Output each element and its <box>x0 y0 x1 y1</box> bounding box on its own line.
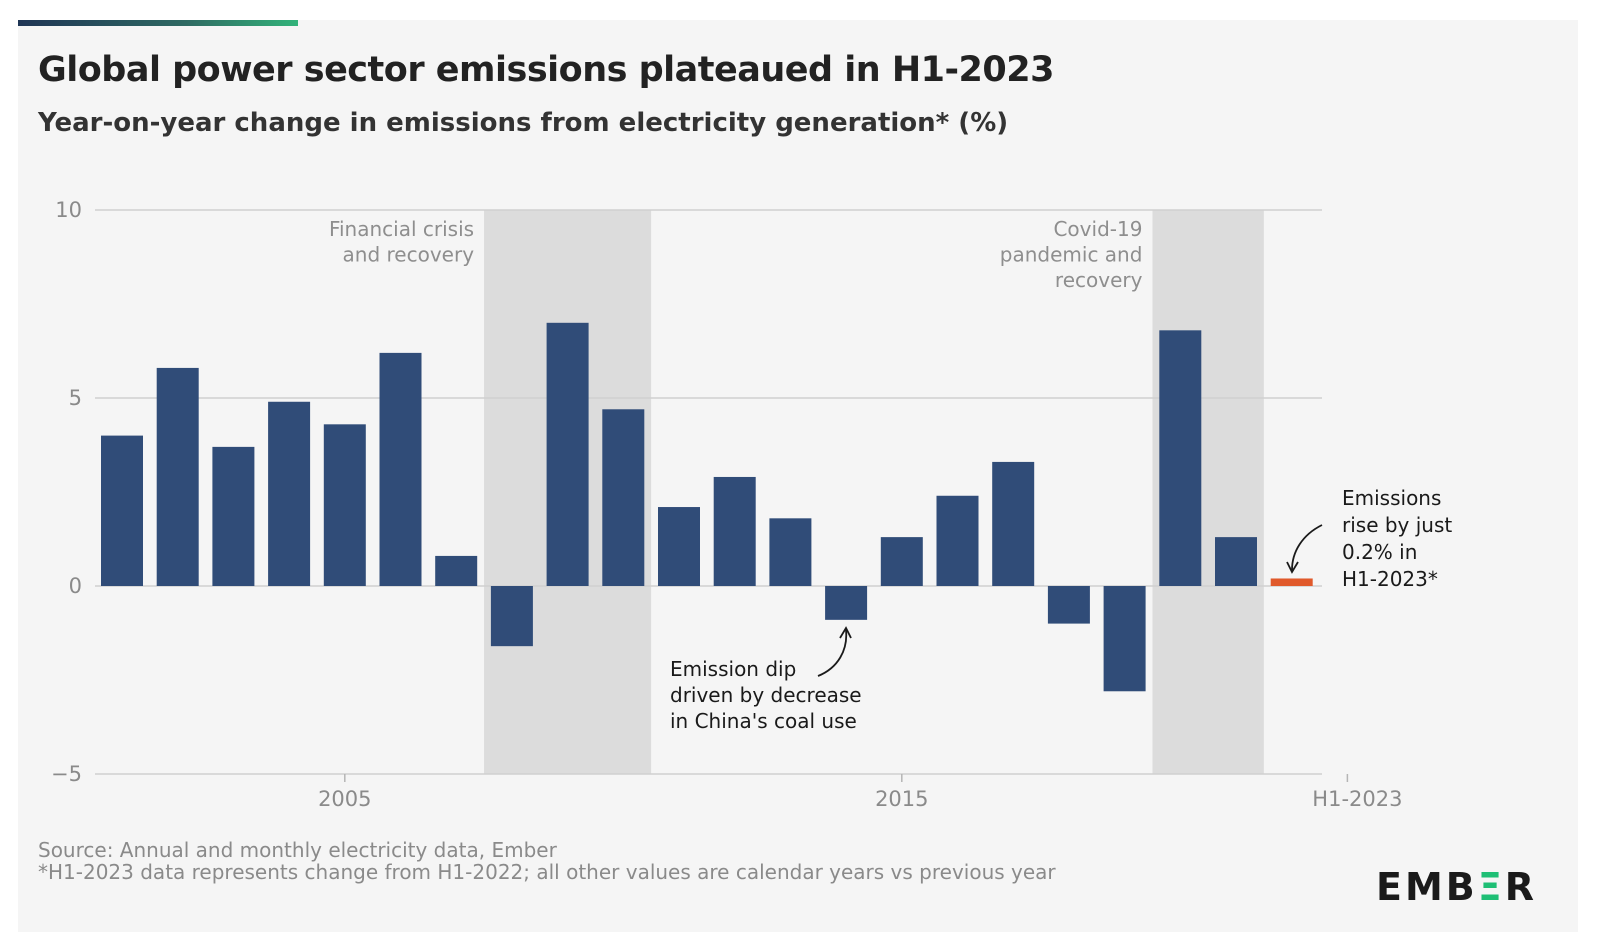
bar <box>880 537 923 586</box>
bar <box>101 435 143 586</box>
annotation-dip-text: driven by decrease <box>670 683 862 707</box>
annotation-rise-text: 0.2% in <box>1342 540 1417 564</box>
annotation-dip-arrowhead <box>839 626 852 639</box>
bar <box>1103 586 1146 692</box>
bar <box>936 495 979 586</box>
bar <box>1047 586 1090 624</box>
x-tick-label: 2015 <box>875 787 928 811</box>
footnote: *H1-2023 data represents change from H1-… <box>38 860 1056 884</box>
bar <box>825 586 868 620</box>
chart-title: Global power sector emissions plateaued … <box>38 50 1054 90</box>
shaded-period-label: recovery <box>1055 268 1143 292</box>
y-tick-label: 10 <box>55 198 82 222</box>
bar <box>713 476 756 586</box>
x-tick-label: 2005 <box>318 787 371 811</box>
bar <box>323 424 366 586</box>
annotation-dip-text: in China's coal use <box>670 709 857 733</box>
y-tick-label: −5 <box>51 762 82 786</box>
accent-bar <box>18 20 298 26</box>
y-tick-label: 0 <box>69 574 82 598</box>
bar <box>1159 330 1202 586</box>
y-tick-label: 5 <box>69 386 82 410</box>
x-tick-label: H1-2023 <box>1312 787 1402 811</box>
shaded-period-label: Covid-19 <box>1053 217 1142 241</box>
annotation-dip-text: Emission dip <box>670 657 796 681</box>
annotation-rise-arrow <box>1291 524 1323 571</box>
bar <box>435 555 478 586</box>
ember-logo: EMBΞR <box>1376 868 1537 906</box>
bar <box>769 518 812 586</box>
bar <box>546 322 589 586</box>
shaded-period-label: and recovery <box>343 243 475 267</box>
bar <box>490 586 533 647</box>
bar-highlight <box>1270 578 1313 586</box>
bar <box>1215 537 1257 586</box>
bar <box>658 507 700 586</box>
logo-mark: Ξ <box>1477 865 1505 909</box>
bar <box>379 352 422 586</box>
annotation-rise-text: Emissions <box>1342 486 1441 510</box>
shaded-period-label: pandemic and <box>1000 243 1143 267</box>
annotation-rise-text: H1-2023* <box>1342 567 1438 591</box>
chart-subtitle: Year-on-year change in emissions from el… <box>38 108 1009 138</box>
annotation-rise-text: rise by just <box>1342 513 1452 537</box>
logo-text-right: R <box>1504 865 1538 909</box>
annotation-rise-arrowhead <box>1286 561 1299 574</box>
bar <box>602 409 645 586</box>
shaded-period-label: Financial crisis <box>329 217 474 241</box>
bar <box>212 446 255 586</box>
bar <box>268 401 311 586</box>
bar <box>156 367 199 586</box>
logo-text-left: EMB <box>1376 865 1478 909</box>
source-note: Source: Annual and monthly electricity d… <box>38 838 557 862</box>
annotation-dip-arrow <box>817 629 848 677</box>
bar <box>992 461 1035 586</box>
